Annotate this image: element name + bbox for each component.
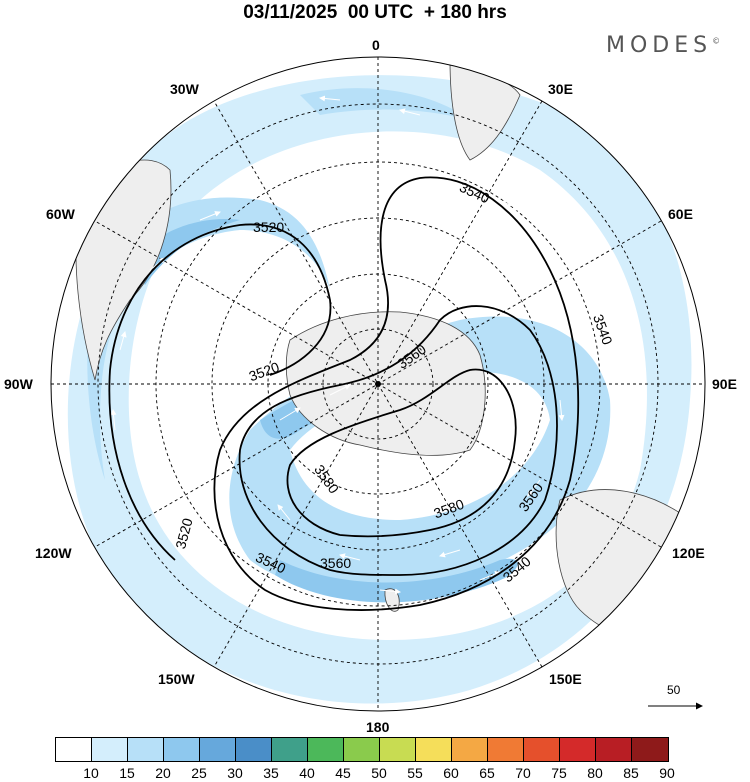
colorbar-tick-label: 75 xyxy=(551,765,567,781)
contour-label: 3520 xyxy=(253,219,284,235)
contour-label: 3560 xyxy=(320,555,351,571)
land-masses xyxy=(75,59,701,645)
south-pole-marker xyxy=(375,381,381,387)
wind-arrow xyxy=(558,399,565,421)
colorbar-tick-label: 80 xyxy=(587,765,603,781)
wind-arrow xyxy=(613,449,621,471)
lon-label-30e: 30E xyxy=(548,81,573,97)
wind-arrow xyxy=(119,331,127,351)
colorbar-swatch xyxy=(308,738,344,761)
polar-map: 3520 3520 3520 3540 3540 3540 3540 3560 … xyxy=(4,37,737,735)
lon-label-180: 180 xyxy=(366,719,390,735)
colorbar-tick-label: 35 xyxy=(263,765,279,781)
height-contours xyxy=(108,176,580,611)
colorbar-swatch xyxy=(272,738,308,761)
lon-label-120e: 120E xyxy=(672,545,705,561)
jet-core-west xyxy=(130,219,240,285)
colorbar-tick-label: 45 xyxy=(335,765,351,781)
colorbar-swatch xyxy=(128,738,164,761)
south-america-land xyxy=(75,159,172,381)
colorbar-swatch xyxy=(488,738,524,761)
wind-arrow xyxy=(379,588,401,595)
wind-arrow xyxy=(399,108,421,116)
contour-3520-a xyxy=(108,223,332,561)
colorbar-tick-label: 90 xyxy=(659,765,675,781)
contour-label: 3520 xyxy=(172,516,196,550)
colorbar-tick-label: 65 xyxy=(479,765,495,781)
contour-3560 xyxy=(238,305,558,576)
wind-arrow xyxy=(339,553,361,561)
wind-arrow xyxy=(329,384,351,396)
wind-arrow xyxy=(499,199,521,211)
colorbar-tick-label: 60 xyxy=(443,765,459,781)
lon-label-60e: 60E xyxy=(668,206,693,222)
brand-mark: © xyxy=(712,36,721,46)
colorbar-tick-label: 85 xyxy=(623,765,639,781)
colorbar-swatch xyxy=(56,738,92,761)
reference-vector-label: 50 xyxy=(667,683,681,697)
colorbar-swatch xyxy=(632,738,668,761)
map-title: 03/11/2025 00 UTC + 180 hrs xyxy=(243,2,507,23)
colorbar-tick-label: 50 xyxy=(371,765,387,781)
colorbar-tick-label: 15 xyxy=(119,765,135,781)
wind-arrow xyxy=(527,479,541,497)
wind-arrow xyxy=(599,299,609,319)
lon-label-120w: 120W xyxy=(35,545,72,561)
colorbar-tick-label: 10 xyxy=(83,765,99,781)
brand-logo: MODES© xyxy=(606,33,720,58)
lon-label-90e: 90E xyxy=(712,376,737,392)
wind-arrow xyxy=(199,211,221,221)
colorbar-swatch xyxy=(596,738,632,761)
contour-3580 xyxy=(286,368,517,538)
colorbar-swatch xyxy=(344,738,380,761)
colorbar-swatch xyxy=(200,738,236,761)
colorbar-tick-label: 70 xyxy=(515,765,531,781)
colorbar-tick-label: 20 xyxy=(155,765,171,781)
colorbar-tick-label: 40 xyxy=(299,765,315,781)
colorbar-tick-label: 25 xyxy=(191,765,207,781)
colorbar-tick-label: 30 xyxy=(227,765,243,781)
colorbar-tick-label: 55 xyxy=(407,765,423,781)
contour-label: 3540 xyxy=(457,179,492,207)
map-border xyxy=(50,56,706,712)
contour-label: 3520 xyxy=(247,359,282,385)
lon-label-150w: 150W xyxy=(158,671,195,687)
jet-core-south xyxy=(275,558,518,603)
longitude-labels: 0 30E 60E 90E 120E 150E 180 150W 120W 90… xyxy=(4,37,737,735)
colorbar-swatch xyxy=(380,738,416,761)
wind-arrow xyxy=(439,549,461,558)
wind-arrow xyxy=(110,409,117,431)
lon-label-30w: 30W xyxy=(170,81,200,97)
contour-label: 3540 xyxy=(590,312,616,347)
contour-3540 xyxy=(213,176,580,611)
wind-arrow xyxy=(479,571,501,581)
colorbar-swatch xyxy=(416,738,452,761)
wind-arrow xyxy=(279,407,301,421)
colorbar-swatch xyxy=(92,738,128,761)
wind-arrow xyxy=(277,504,291,521)
colorbar-swatch xyxy=(560,738,596,761)
colorbar-swatch xyxy=(236,738,272,761)
colorbar-swatch xyxy=(452,738,488,761)
meridian-150 xyxy=(213,100,543,668)
colorbar-labels: 10 15 20 25 30 35 40 45 50 55 60 65 70 75 80 85 90 xyxy=(0,765,750,782)
colorbar xyxy=(55,737,669,762)
colorbar-swatch xyxy=(524,738,560,761)
lon-label-150e: 150E xyxy=(549,671,582,687)
colorbar-swatch xyxy=(164,738,200,761)
lon-label-60w: 60W xyxy=(46,206,76,222)
brand-name: MODES xyxy=(606,33,713,58)
lon-label-0: 0 xyxy=(372,37,380,53)
lon-label-90w: 90W xyxy=(4,376,34,392)
wind-arrow xyxy=(319,95,341,102)
